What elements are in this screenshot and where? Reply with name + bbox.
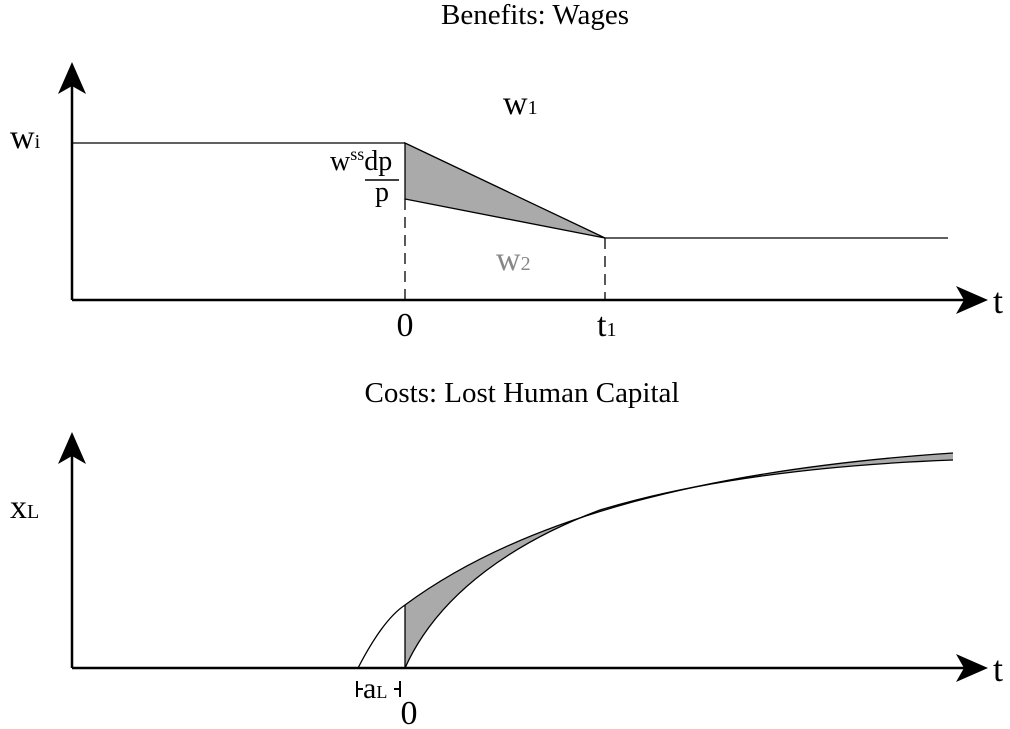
- x-tick-label: 0: [401, 695, 418, 729]
- arrow: [956, 654, 988, 682]
- arrow: [58, 62, 86, 94]
- upper-label: w1: [503, 85, 538, 122]
- interval-bracket: [356, 681, 401, 697]
- x-tick-label: 0: [397, 307, 414, 344]
- shaded-area: [404, 141, 606, 239]
- y-label: xL: [10, 489, 39, 526]
- panel-title: Benefits: Wages: [441, 0, 629, 31]
- shift-label-denominator: p: [375, 177, 389, 208]
- x-axis-label: t: [993, 649, 1003, 689]
- x-tick-label: t1: [597, 307, 616, 344]
- shift-label: wssdp: [330, 144, 392, 177]
- curve: [404, 459, 954, 669]
- arrow: [956, 286, 988, 314]
- interval-label: aL: [363, 672, 387, 705]
- panel-title: Costs: Lost Human Capital: [365, 377, 680, 409]
- curve: [357, 452, 954, 669]
- shaded-area: [405, 453, 953, 668]
- x-axis-label: t: [993, 281, 1003, 321]
- lower-label: w2: [496, 241, 531, 278]
- arrow: [58, 432, 86, 464]
- y-label: wi: [10, 119, 41, 156]
